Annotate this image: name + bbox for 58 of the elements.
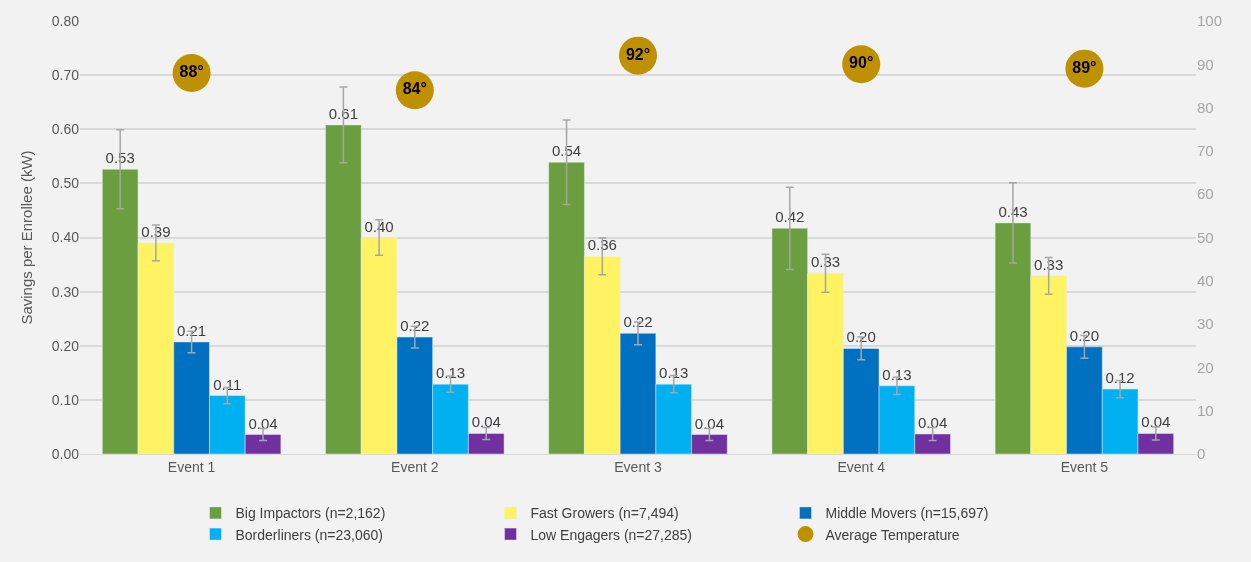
- x-tick-label: Event 3: [614, 458, 662, 475]
- y2-tick-label: 80: [1197, 98, 1214, 116]
- data-label: 0.20: [1069, 326, 1099, 344]
- data-label: 0.43: [998, 202, 1028, 220]
- x-tick-label: Event 5: [1060, 458, 1109, 475]
- data-label: 0.40: [364, 217, 394, 235]
- data-label: 0.39: [141, 222, 171, 240]
- y2-tick-label: 20: [1197, 358, 1214, 376]
- y2-tick-label: 70: [1197, 142, 1214, 160]
- data-label: 0.53: [105, 149, 135, 167]
- y2-tick-label: 30: [1197, 315, 1214, 333]
- data-label: 92°: [625, 45, 651, 63]
- legend-label: Middle Movers (n=15,697): [825, 505, 989, 522]
- data-label: 0.04: [694, 414, 725, 432]
- y-tick-label: 0.10: [51, 391, 80, 408]
- x-tick-label: Event 2: [391, 458, 439, 475]
- data-label: 0.33: [1034, 255, 1064, 273]
- data-label: 0.13: [435, 364, 466, 382]
- data-label: 0.22: [400, 317, 430, 335]
- data-label: 0.04: [1141, 413, 1171, 431]
- legend-label: Fast Growers (n=7,494): [530, 505, 679, 522]
- y-tick-label: 0.20: [51, 337, 80, 354]
- legend-label: Big Impactors (n=2,162): [235, 505, 386, 522]
- y2-tick-label: 10: [1197, 401, 1214, 419]
- y-tick-label: 0.70: [51, 67, 80, 84]
- y-tick-label: 0.60: [51, 121, 80, 138]
- legend-label: Average Temperature: [825, 526, 960, 543]
- y-tick-label: 0.00: [51, 445, 80, 462]
- data-label: 0.33: [810, 253, 841, 271]
- data-label: 0.13: [659, 364, 689, 382]
- data-label: 0.36: [587, 236, 617, 254]
- data-label: 88°: [179, 62, 204, 80]
- data-label: 84°: [402, 80, 427, 98]
- y-tick-label: 0.40: [51, 229, 80, 246]
- x-tick-label: Event 4: [837, 458, 886, 475]
- legend-label: Borderliners (n=23,060): [235, 526, 383, 543]
- data-label: 0.12: [1105, 369, 1135, 387]
- y2-tick-label: 40: [1197, 272, 1214, 290]
- y2-tick-label: 100: [1197, 12, 1223, 30]
- data-label: 90°: [849, 54, 874, 72]
- y2-tick-label: 50: [1197, 228, 1214, 246]
- data-label: 0.04: [471, 413, 501, 431]
- data-label: 0.04: [918, 413, 948, 431]
- legend-label: Low Engagers (n=27,285): [530, 526, 692, 543]
- y-tick-label: 0.50: [51, 175, 80, 192]
- data-label: 0.20: [846, 328, 876, 346]
- y2-tick-label: 90: [1197, 55, 1214, 73]
- y2-tick-label: 60: [1197, 185, 1214, 203]
- data-label: 0.22: [623, 313, 653, 331]
- y-axis-title: Savings per Enrollee (kW): [18, 150, 35, 325]
- y-tick-label: 0.80: [51, 12, 80, 29]
- y-tick-label: 0.30: [51, 283, 80, 300]
- y2-tick-label: 0: [1197, 445, 1206, 463]
- data-label: 0.42: [775, 208, 805, 226]
- data-label: 0.13: [882, 365, 912, 383]
- x-tick-label: Event 1: [167, 458, 216, 475]
- data-label: 0.11: [213, 375, 242, 393]
- data-label: 89°: [1072, 58, 1097, 76]
